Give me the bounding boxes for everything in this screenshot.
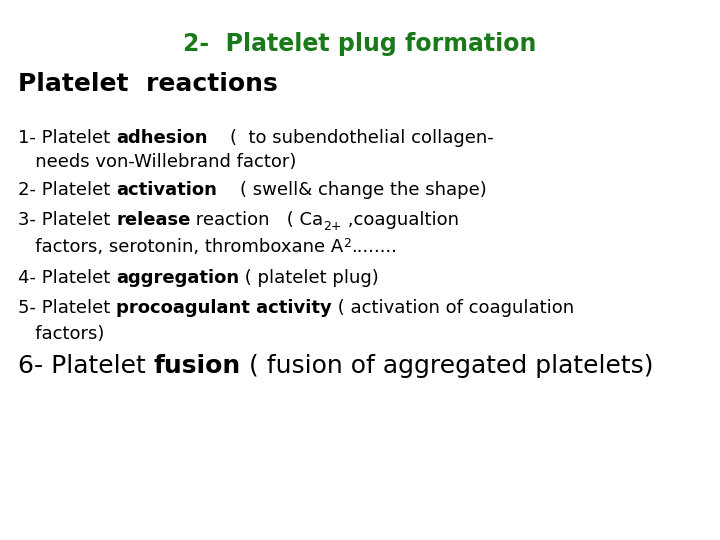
Text: ( activation of coagulation: ( activation of coagulation (332, 299, 574, 317)
Text: 2-  Platelet plug formation: 2- Platelet plug formation (184, 32, 536, 56)
Text: 2- Platelet: 2- Platelet (18, 181, 116, 199)
Text: 4- Platelet: 4- Platelet (18, 269, 116, 287)
Text: Platelet  reactions: Platelet reactions (18, 72, 278, 96)
Text: (  to subendothelial collagen-: ( to subendothelial collagen- (207, 129, 494, 147)
Text: 6- Platelet: 6- Platelet (18, 354, 154, 378)
Text: 2: 2 (343, 237, 351, 250)
Text: activation: activation (116, 181, 217, 199)
Text: ( platelet plug): ( platelet plug) (239, 269, 379, 287)
Text: ,coagualtion: ,coagualtion (342, 211, 459, 229)
Text: 3- Platelet: 3- Platelet (18, 211, 116, 229)
Text: aggregation: aggregation (116, 269, 239, 287)
Text: procoagulant activity: procoagulant activity (116, 299, 332, 317)
Text: reaction   ( Ca: reaction ( Ca (190, 211, 323, 229)
Text: adhesion: adhesion (116, 129, 207, 147)
Text: factors, serotonin, thromboxane A: factors, serotonin, thromboxane A (18, 238, 343, 256)
Text: ( fusion of aggregated platelets): ( fusion of aggregated platelets) (241, 354, 654, 378)
Text: 5- Platelet: 5- Platelet (18, 299, 116, 317)
Text: release: release (116, 211, 190, 229)
Text: 2+: 2+ (323, 220, 342, 233)
Text: factors): factors) (18, 325, 104, 343)
Text: 1- Platelet: 1- Platelet (18, 129, 116, 147)
Text: needs von-Willebrand factor): needs von-Willebrand factor) (18, 153, 297, 171)
Text: fusion: fusion (154, 354, 241, 378)
Text: ( swell& change the shape): ( swell& change the shape) (217, 181, 487, 199)
Text: ........: ........ (351, 238, 397, 256)
